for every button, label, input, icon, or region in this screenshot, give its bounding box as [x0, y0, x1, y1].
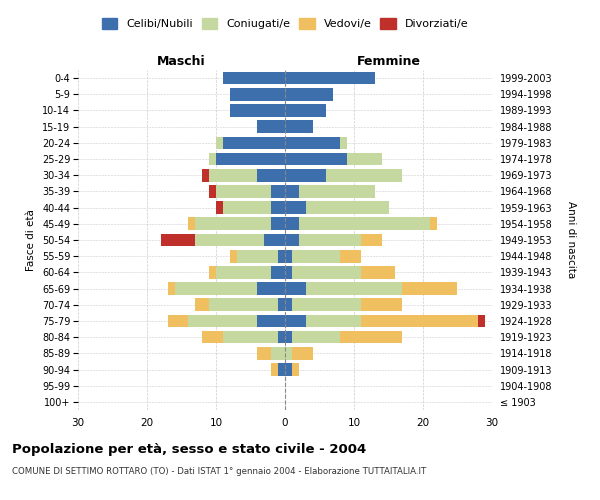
Bar: [292, 347, 313, 360]
Bar: [202, 331, 223, 344]
Bar: [188, 314, 257, 328]
Bar: [285, 120, 313, 133]
Text: Maschi: Maschi: [157, 54, 206, 68]
Bar: [271, 363, 278, 376]
Bar: [478, 314, 485, 328]
Bar: [196, 234, 265, 246]
Bar: [271, 202, 285, 214]
Bar: [257, 282, 285, 295]
Bar: [216, 202, 223, 214]
Bar: [306, 202, 389, 214]
Bar: [285, 331, 292, 344]
Bar: [292, 298, 361, 311]
Bar: [347, 152, 382, 166]
Bar: [285, 298, 292, 311]
Bar: [285, 314, 306, 328]
Bar: [292, 331, 340, 344]
Bar: [209, 169, 257, 181]
Bar: [285, 282, 306, 295]
Bar: [285, 104, 326, 117]
Bar: [271, 185, 285, 198]
Bar: [223, 136, 285, 149]
Bar: [285, 136, 340, 149]
Bar: [265, 234, 285, 246]
Bar: [216, 136, 223, 149]
Text: Popolazione per età, sesso e stato civile - 2004: Popolazione per età, sesso e stato civil…: [12, 442, 366, 456]
Bar: [361, 314, 478, 328]
Bar: [209, 185, 216, 198]
Bar: [361, 266, 395, 278]
Y-axis label: Anni di nascita: Anni di nascita: [566, 202, 576, 278]
Bar: [285, 218, 299, 230]
Text: Femmine: Femmine: [356, 54, 421, 68]
Bar: [257, 347, 271, 360]
Y-axis label: Fasce di età: Fasce di età: [26, 209, 37, 271]
Bar: [216, 266, 271, 278]
Bar: [292, 250, 340, 262]
Bar: [285, 88, 334, 101]
Text: COMUNE DI SETTIMO ROTTARO (TO) - Dati ISTAT 1° gennaio 2004 - Elaborazione TUTTA: COMUNE DI SETTIMO ROTTARO (TO) - Dati IS…: [12, 468, 426, 476]
Bar: [306, 314, 361, 328]
Bar: [278, 298, 285, 311]
Bar: [216, 152, 285, 166]
Bar: [188, 218, 196, 230]
Bar: [326, 169, 402, 181]
Bar: [285, 152, 347, 166]
Bar: [230, 250, 237, 262]
Bar: [168, 314, 188, 328]
Bar: [230, 88, 285, 101]
Bar: [196, 298, 209, 311]
Bar: [306, 282, 402, 295]
Bar: [340, 331, 402, 344]
Bar: [230, 104, 285, 117]
Legend: Celibi/Nubili, Coniugati/e, Vedovi/e, Divorziati/e: Celibi/Nubili, Coniugati/e, Vedovi/e, Di…: [100, 16, 470, 32]
Bar: [223, 331, 278, 344]
Bar: [257, 169, 285, 181]
Bar: [271, 266, 285, 278]
Bar: [402, 282, 457, 295]
Bar: [285, 363, 292, 376]
Bar: [285, 72, 374, 85]
Bar: [361, 298, 402, 311]
Bar: [299, 218, 430, 230]
Bar: [285, 347, 292, 360]
Bar: [292, 266, 361, 278]
Bar: [209, 152, 216, 166]
Bar: [216, 185, 271, 198]
Bar: [340, 250, 361, 262]
Bar: [340, 136, 347, 149]
Bar: [223, 72, 285, 85]
Bar: [209, 298, 278, 311]
Bar: [278, 363, 285, 376]
Bar: [278, 331, 285, 344]
Bar: [299, 185, 374, 198]
Bar: [161, 234, 196, 246]
Bar: [271, 218, 285, 230]
Bar: [278, 250, 285, 262]
Bar: [285, 185, 299, 198]
Bar: [257, 314, 285, 328]
Bar: [237, 250, 278, 262]
Bar: [285, 234, 299, 246]
Bar: [292, 363, 299, 376]
Bar: [175, 282, 257, 295]
Bar: [202, 169, 209, 181]
Bar: [285, 250, 292, 262]
Bar: [361, 234, 382, 246]
Bar: [257, 120, 285, 133]
Bar: [271, 347, 285, 360]
Bar: [285, 266, 292, 278]
Bar: [209, 266, 216, 278]
Bar: [168, 282, 175, 295]
Bar: [285, 169, 326, 181]
Bar: [223, 202, 271, 214]
Bar: [430, 218, 437, 230]
Bar: [299, 234, 361, 246]
Bar: [285, 202, 306, 214]
Bar: [196, 218, 271, 230]
